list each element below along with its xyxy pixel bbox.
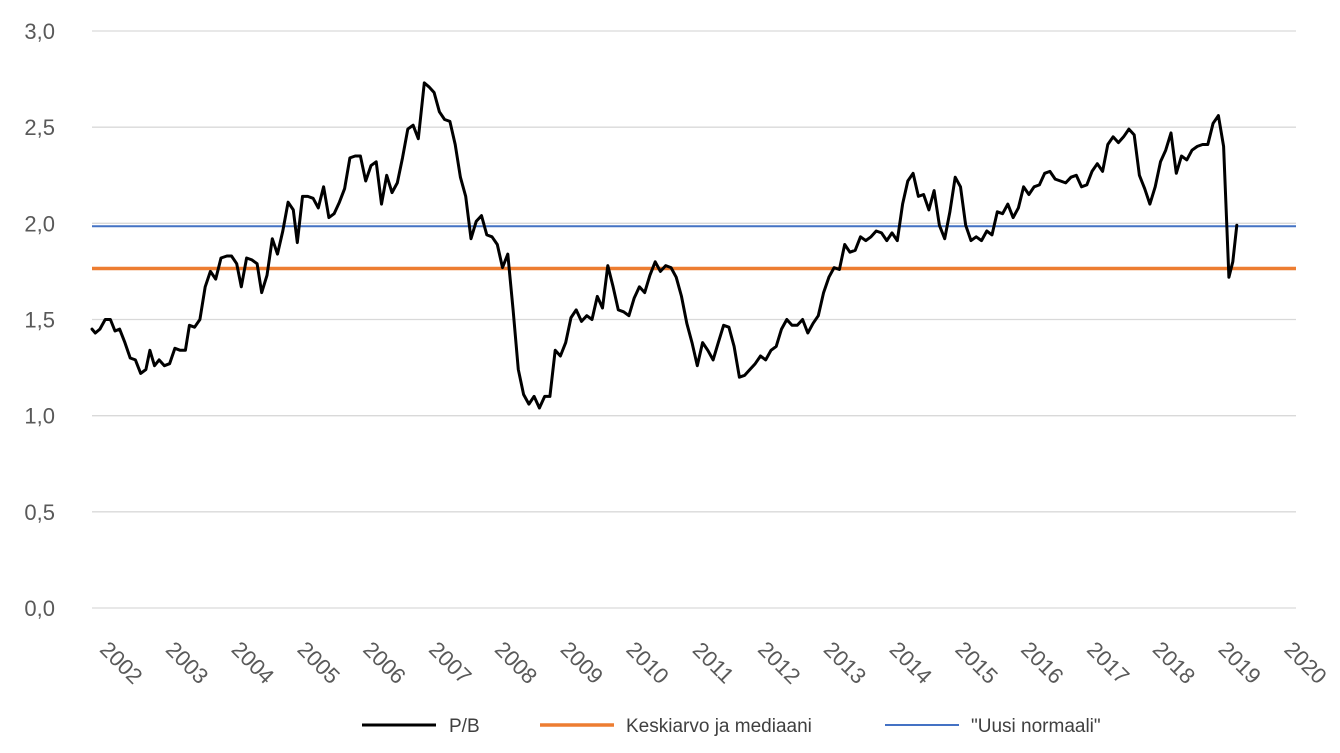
x-tick-label: 2004: [227, 637, 279, 689]
x-tick-label: 2010: [621, 637, 673, 689]
legend-label: "Uusi normaali": [971, 716, 1101, 737]
legend-label: P/B: [449, 716, 480, 737]
x-axis-ticks: 2002 2003 2004 2005 2006 2007 2008 2009 2010 2011…: [95, 637, 1332, 689]
x-tick-label: 2007: [424, 637, 476, 689]
x-tick-label: 2003: [161, 637, 213, 689]
x-tick-label: 2020: [1279, 637, 1331, 689]
y-tick-label: 2,0: [24, 211, 55, 236]
legend: P/B Keskiarvo ja mediaani "Uusi normaali": [362, 716, 1101, 737]
x-tick-label: 2014: [885, 637, 937, 689]
x-tick-label: 2008: [490, 637, 542, 689]
y-tick-label: 3,0: [24, 19, 55, 44]
x-tick-label: 2019: [1214, 637, 1266, 689]
gridlines: [92, 30, 1296, 609]
x-tick-label: 2005: [293, 637, 345, 689]
x-tick-label: 2018: [1148, 637, 1200, 689]
x-tick-label: 2009: [556, 637, 608, 689]
y-tick-label: 0,0: [24, 596, 55, 621]
series-layer: [90, 81, 1296, 410]
pb-series-line: [90, 81, 1239, 410]
x-tick-label: 2011: [688, 637, 739, 688]
x-tick-label: 2012: [753, 637, 805, 689]
x-tick-label: 2017: [1082, 637, 1134, 689]
y-tick-label: 0,5: [24, 500, 55, 525]
x-tick-label: 2013: [819, 637, 871, 689]
y-tick-label: 1,5: [24, 308, 55, 333]
legend-item-new-normal: "Uusi normaali": [885, 716, 1101, 737]
legend-item-mean-median: Keskiarvo ja mediaani: [540, 716, 812, 737]
legend-label: Keskiarvo ja mediaani: [626, 716, 812, 737]
y-axis-ticks: 0,0 0,5 1,0 1,5 2,0 2,5 3,0: [24, 19, 55, 621]
legend-item-pb: P/B: [362, 716, 480, 737]
x-tick-label: 2006: [358, 637, 410, 689]
x-tick-label: 2015: [950, 637, 1002, 689]
y-tick-label: 1,0: [24, 404, 55, 429]
y-tick-label: 2,5: [24, 115, 55, 140]
x-tick-label: 2016: [1016, 637, 1068, 689]
x-tick-label: 2002: [95, 637, 147, 689]
